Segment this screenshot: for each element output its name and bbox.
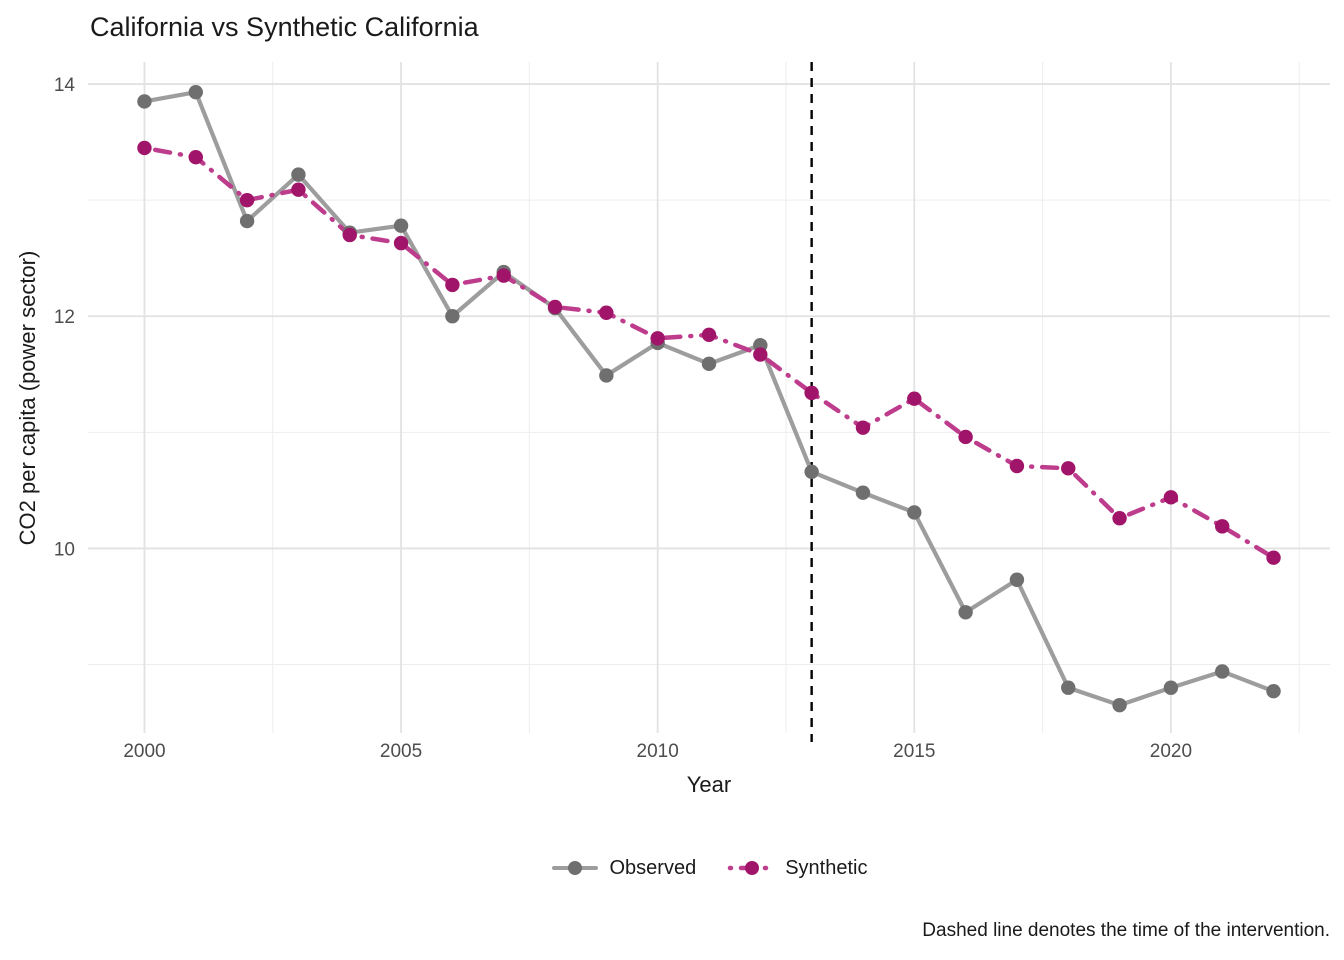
chart-title: California vs Synthetic California (90, 12, 479, 42)
data-point-observed (1112, 697, 1127, 713)
y-tick-label: 12 (54, 307, 75, 328)
x-tick-label: 2015 (893, 741, 935, 762)
legend: Observed Synthetic (88, 856, 1330, 880)
data-point-synthetic (804, 385, 819, 401)
data-point-synthetic (1163, 490, 1179, 505)
legend-key-synthetic (727, 861, 774, 875)
data-point-observed (958, 605, 973, 620)
data-point-synthetic (1009, 458, 1025, 474)
data-point-synthetic (445, 277, 460, 293)
data-point-observed (239, 213, 255, 229)
series-line-synthetic (142, 145, 1276, 560)
data-point-observed (701, 356, 717, 372)
data-point-synthetic (1112, 511, 1127, 526)
data-point-observed (445, 309, 460, 324)
legend-key-point-observed (567, 861, 582, 875)
x-axis-title: Year (686, 772, 732, 797)
data-point-observed (137, 94, 152, 109)
x-tick-label: 2020 (1150, 741, 1192, 762)
data-point-synthetic (599, 305, 614, 320)
data-point-synthetic (342, 227, 357, 243)
data-point-synthetic (188, 149, 203, 165)
data-point-synthetic (650, 331, 665, 346)
data-point-observed (599, 368, 614, 383)
series-line-observed (142, 90, 1276, 708)
data-point-synthetic (547, 299, 563, 315)
data-point-synthetic (1266, 550, 1281, 565)
caption: Dashed line denotes the time of the inte… (922, 920, 1330, 941)
data-point-synthetic (753, 347, 768, 362)
data-point-observed (1163, 680, 1179, 695)
legend-label-synthetic: Synthetic (785, 856, 868, 879)
data-point-synthetic (1215, 519, 1230, 534)
y-tick-label: 14 (54, 75, 76, 96)
data-point-synthetic (496, 268, 511, 283)
data-point-synthetic (1061, 461, 1076, 476)
data-point-observed (1215, 664, 1230, 679)
data-point-observed (907, 505, 922, 520)
x-tick-label: 2000 (123, 741, 165, 762)
plot-panel: 10 12 14 2000 2005 2010 2015 2020 (54, 62, 1330, 762)
data-point-observed (1061, 680, 1076, 695)
legend-item-synthetic: Synthetic (726, 856, 867, 880)
data-point-observed (188, 84, 203, 100)
data-point-synthetic (393, 235, 409, 251)
data-point-observed (1009, 572, 1025, 587)
x-tick-label: 2005 (380, 741, 422, 762)
data-point-synthetic (291, 182, 306, 197)
legend-item-observed: Observed (551, 856, 697, 880)
data-point-observed (804, 464, 819, 479)
legend-key-observed (551, 861, 598, 875)
legend-key-point-synthetic (745, 861, 760, 875)
data-point-synthetic (137, 140, 152, 156)
data-point-synthetic (701, 327, 717, 343)
legend-label-observed: Observed (609, 856, 697, 879)
data-point-synthetic (958, 429, 973, 445)
data-point-observed (291, 167, 306, 182)
data-point-synthetic (239, 192, 255, 208)
data-point-synthetic (855, 420, 871, 435)
y-tick-label: 10 (54, 539, 75, 560)
data-point-synthetic (907, 391, 922, 406)
data-point-observed (855, 485, 871, 500)
data-point-observed (1266, 684, 1281, 699)
data-point-observed (393, 218, 409, 233)
x-tick-label: 2010 (637, 741, 679, 762)
